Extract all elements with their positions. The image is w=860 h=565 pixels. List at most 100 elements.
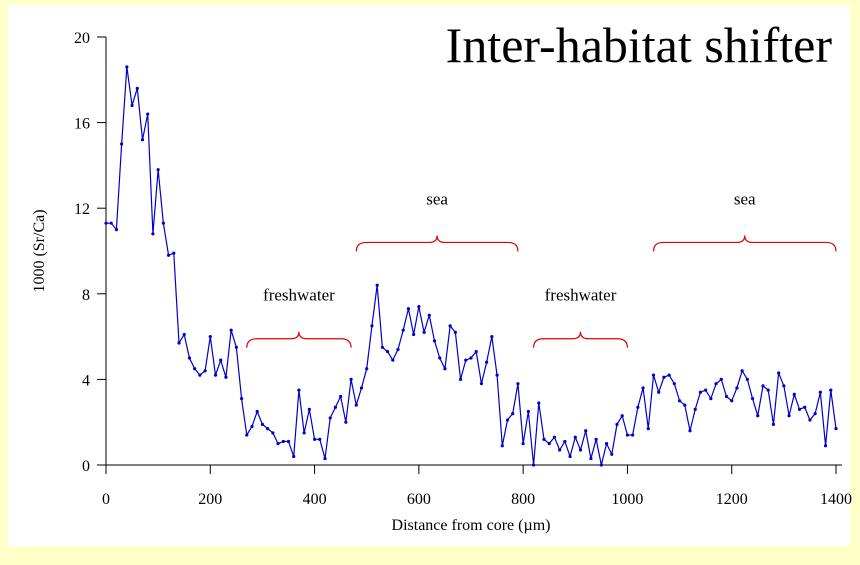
x-tick-label: 800 xyxy=(511,491,535,508)
data-point xyxy=(427,313,431,317)
data-point xyxy=(109,221,113,225)
data-point xyxy=(662,375,666,379)
data-point xyxy=(756,414,760,418)
x-tick-label: 200 xyxy=(198,491,222,508)
annotation-bracket xyxy=(246,331,352,348)
x-tick-label: 1000 xyxy=(611,491,643,508)
data-point xyxy=(573,435,577,439)
data-point xyxy=(620,414,624,418)
data-point xyxy=(823,444,828,448)
data-point xyxy=(370,324,374,328)
data-point xyxy=(709,397,713,401)
x-tick-label: 600 xyxy=(407,491,431,508)
plot-background xyxy=(8,5,850,546)
data-point xyxy=(349,377,353,381)
data-point xyxy=(281,439,285,444)
data-point xyxy=(563,439,567,444)
y-axis-label: 1000 (Sr/Ca) xyxy=(31,209,48,292)
data-point xyxy=(714,382,718,386)
data-point xyxy=(792,392,796,396)
data-point xyxy=(114,228,119,232)
data-point xyxy=(318,437,322,441)
data-point xyxy=(323,456,327,461)
data-point xyxy=(777,371,781,375)
data-point xyxy=(276,442,280,446)
data-point xyxy=(740,369,744,373)
data-point xyxy=(578,448,583,452)
data-point xyxy=(808,418,812,422)
annotation-bracket xyxy=(652,235,837,252)
data-point xyxy=(412,332,416,337)
data-point xyxy=(625,433,630,437)
y-tick-label: 20 xyxy=(74,30,90,47)
data-point xyxy=(224,375,228,379)
data-point xyxy=(396,347,400,352)
annotation-label: freshwater xyxy=(545,286,617,305)
data-point xyxy=(651,373,656,377)
data-point xyxy=(385,349,390,354)
data-point xyxy=(260,422,265,426)
annotation-label: sea xyxy=(426,189,448,208)
data-point xyxy=(724,394,729,399)
y-tick-label: 16 xyxy=(74,116,90,133)
data-point xyxy=(766,388,770,392)
data-point xyxy=(761,384,765,388)
data-point xyxy=(365,367,369,371)
data-point xyxy=(297,388,301,392)
data-point xyxy=(636,405,640,409)
data-point xyxy=(453,330,457,334)
data-point xyxy=(448,324,452,328)
annotation-label: freshwater xyxy=(263,286,335,305)
data-point xyxy=(531,463,536,467)
data-point xyxy=(266,427,270,431)
data-point xyxy=(286,439,291,444)
data-point xyxy=(151,232,155,236)
data-point xyxy=(610,452,614,456)
data-point xyxy=(328,416,332,420)
data-point xyxy=(187,356,192,360)
data-point xyxy=(104,221,108,225)
data-point xyxy=(193,367,197,371)
data-point xyxy=(750,397,755,401)
data-point xyxy=(511,412,515,416)
data-point xyxy=(500,444,504,448)
data-point xyxy=(526,409,530,414)
data-point xyxy=(469,356,473,360)
data-point xyxy=(803,405,807,409)
y-tick-label: 0 xyxy=(82,458,90,475)
data-point xyxy=(229,328,233,332)
data-point xyxy=(161,221,165,225)
data-point xyxy=(219,358,223,362)
x-tick-label: 400 xyxy=(303,491,327,508)
data-point xyxy=(333,405,338,409)
data-point xyxy=(250,424,254,429)
data-point xyxy=(120,142,124,146)
data-point xyxy=(234,345,238,349)
data-point xyxy=(198,373,202,377)
data-point xyxy=(631,433,635,437)
data-point xyxy=(730,399,734,403)
data-point xyxy=(667,373,671,377)
data-point xyxy=(422,330,426,334)
data-point xyxy=(156,168,160,172)
x-tick-label: 1200 xyxy=(716,491,748,508)
chart-title: Inter-habitat shifter xyxy=(446,17,833,73)
data-point xyxy=(479,382,484,386)
data-point xyxy=(417,305,421,309)
data-point xyxy=(375,283,379,287)
data-point xyxy=(182,332,186,337)
data-point xyxy=(797,407,802,411)
data-point xyxy=(521,442,525,446)
y-tick-label: 8 xyxy=(82,287,90,304)
data-point xyxy=(698,390,703,394)
data-point xyxy=(239,397,244,401)
annotation-bracket xyxy=(532,331,629,348)
data-point xyxy=(693,407,697,411)
data-point xyxy=(464,358,468,362)
data-point xyxy=(474,349,478,354)
data-point xyxy=(177,341,181,345)
data-point xyxy=(485,360,489,364)
data-point xyxy=(135,86,139,90)
data-point xyxy=(568,454,572,459)
